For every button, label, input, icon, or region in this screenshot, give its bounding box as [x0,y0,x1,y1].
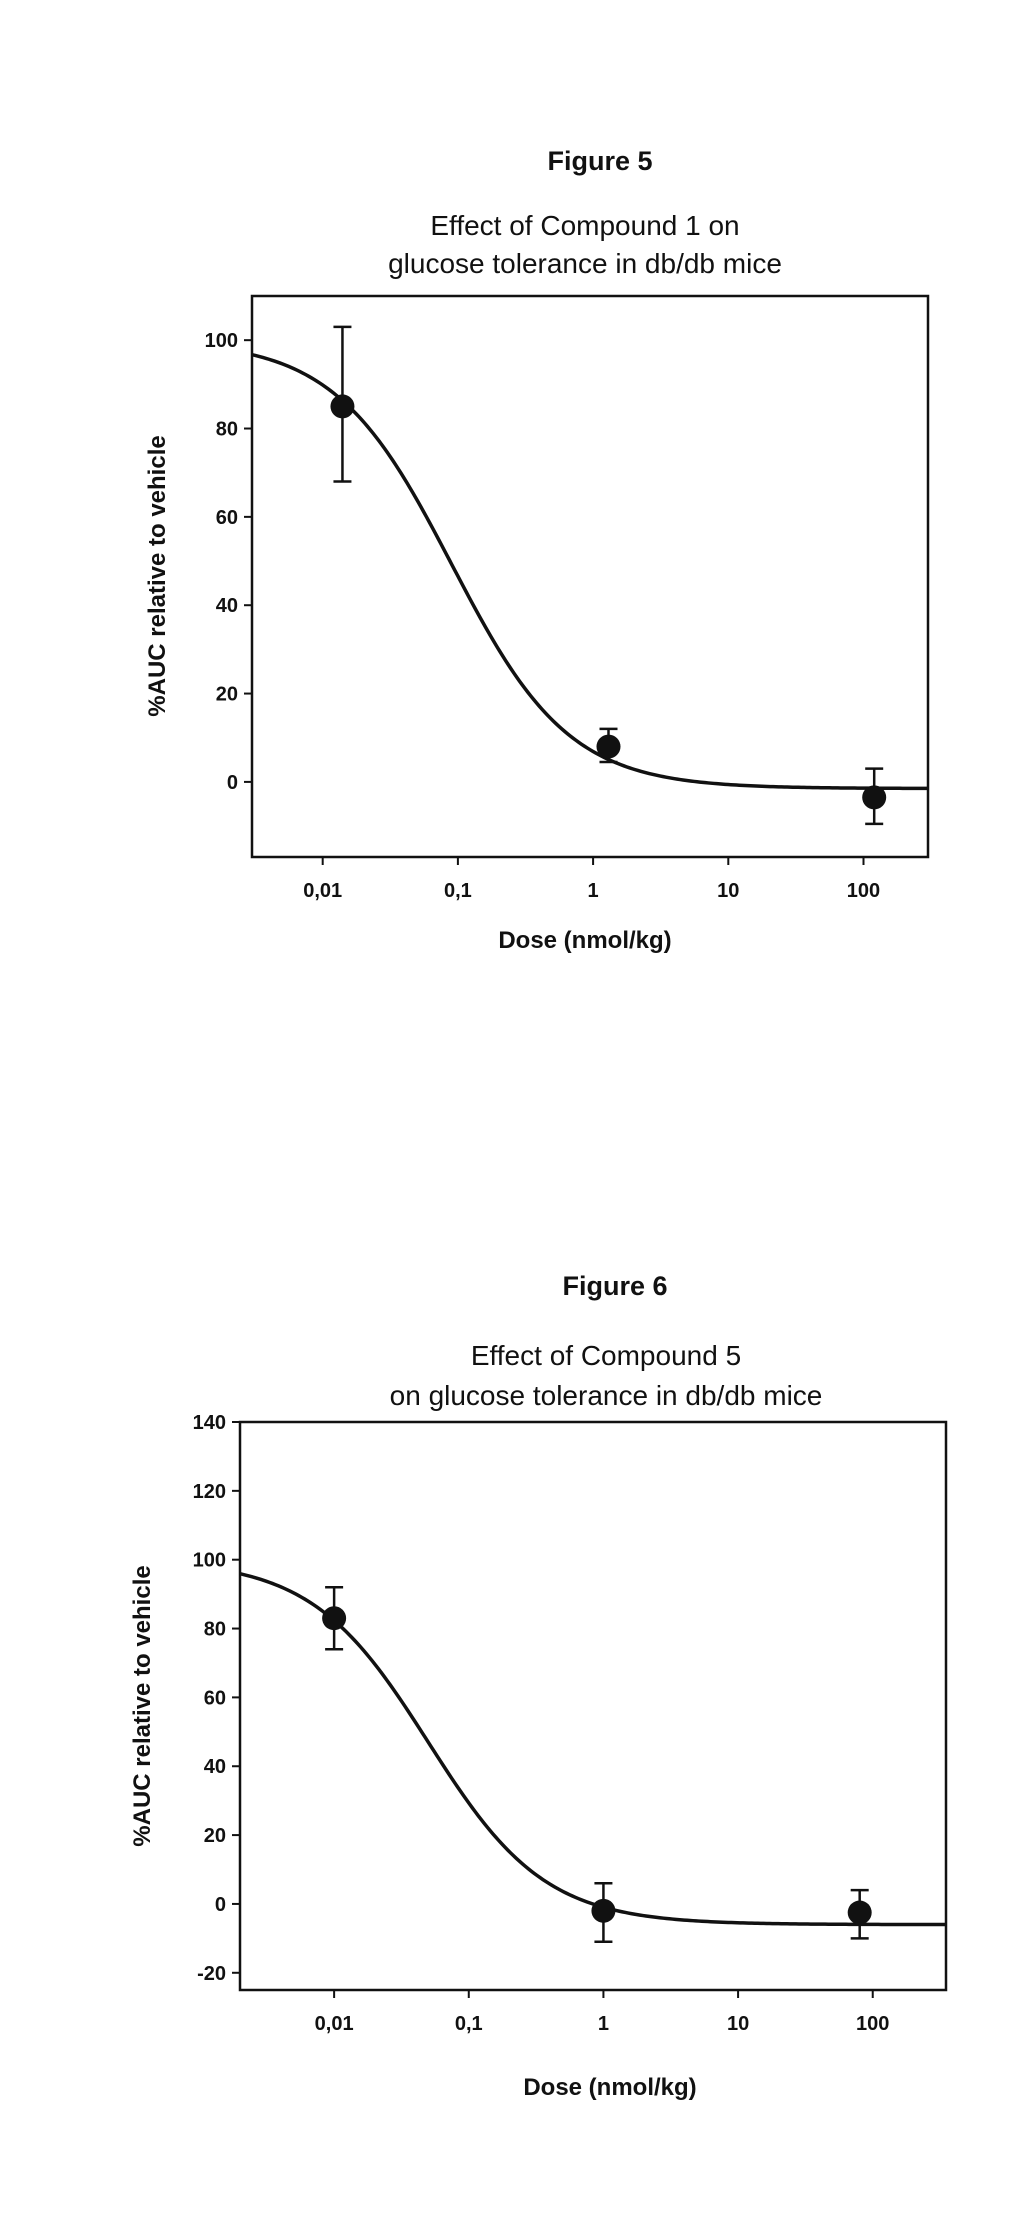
y-tick-label: 80 [216,419,238,441]
y-tick-label: 140 [193,1412,226,1434]
y-tick-label: 40 [216,595,238,617]
x-tick-label: 10 [727,2013,749,2035]
figure-5-chart: Figure 5 Effect of Compound 1 on glucose t… [0,0,1015,1100]
y-tick-label: 60 [216,507,238,529]
chart-title-line: Effect of Compound 5 [471,1340,741,1371]
data-point [330,394,354,418]
data-point [322,1606,346,1630]
y-tick-label: 60 [204,1687,226,1709]
figure-6-chart: Figure 6 Effect of Compound 5 on glucose t… [0,1100,1015,2215]
y-axis-label: %AUC relative to vehicle [144,435,171,716]
y-tick-label: 20 [216,684,238,706]
data-point [596,735,620,759]
x-tick-label: 100 [847,880,880,902]
figure-6-panel: Figure 6 Effect of Compound 5 on glucose t… [0,1100,1015,2215]
y-tick-label: -20 [197,1963,226,1985]
chart-title-line: glucose tolerance in db/db mice [388,248,782,279]
data-point [848,1901,872,1925]
x-tick-label: 0,01 [315,2013,354,2035]
figure-label: Figure 5 [547,146,652,176]
y-tick-label: 100 [193,1550,226,1572]
y-tick-label: 0 [227,772,238,794]
x-tick-label: 0,1 [444,880,472,902]
x-tick-label: 1 [588,880,599,902]
fit-curve [240,1574,946,1925]
data-point [862,785,886,809]
chart-title-line: Effect of Compound 1 on [430,210,739,241]
x-tick-label: 10 [717,880,739,902]
x-tick-label: 0,1 [455,2013,483,2035]
y-axis-label: %AUC relative to vehicle [129,1565,156,1846]
x-axis-label: Dose (nmol/kg) [523,2074,696,2101]
figure-label: Figure 6 [562,1271,667,1301]
x-tick-label: 100 [856,2013,889,2035]
x-tick-label: 1 [598,2013,609,2035]
y-tick-label: 80 [204,1619,226,1641]
y-tick-label: 0 [215,1894,226,1916]
y-tick-label: 40 [204,1756,226,1778]
figure-5-panel: Figure 5 Effect of Compound 1 on glucose t… [0,0,1015,1100]
chart-title-line: on glucose tolerance in db/db mice [390,1380,823,1411]
y-tick-label: 120 [193,1481,226,1503]
fit-curve [252,355,928,789]
data-point [591,1899,615,1923]
x-tick-label: 0,01 [303,880,342,902]
x-axis-label: Dose (nmol/kg) [498,927,671,954]
y-tick-label: 20 [204,1825,226,1847]
y-tick-label: 100 [205,330,238,352]
plot-frame [252,296,928,857]
